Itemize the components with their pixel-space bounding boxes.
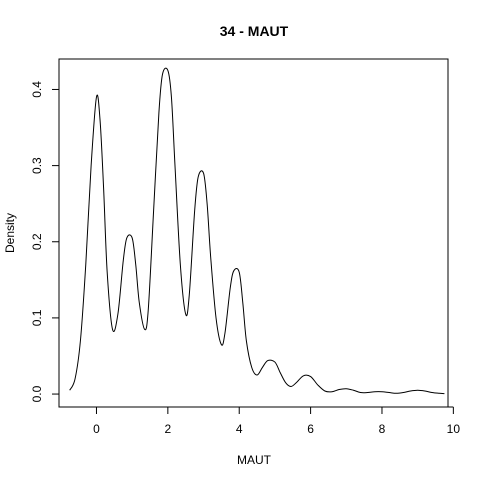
x-tick-label: 10 — [447, 422, 461, 436]
y-tick-label: 0.4 — [30, 81, 44, 98]
x-axis-label: MAUT — [237, 453, 272, 467]
x-tick-label: 8 — [379, 422, 386, 436]
y-tick-label: 0.2 — [30, 233, 44, 250]
plot-frame — [58, 58, 449, 408]
chart-title: 34 - MAUT — [220, 23, 289, 39]
y-tick-label: 0.0 — [30, 385, 44, 402]
x-tick-label: 4 — [236, 422, 243, 436]
x-tick-label: 0 — [93, 422, 100, 436]
x-axis: 0 2 4 6 8 10 — [93, 406, 461, 436]
y-tick-label: 0.3 — [30, 157, 44, 174]
x-tick-label: 2 — [165, 422, 172, 436]
density-curve — [69, 67, 445, 395]
y-axis-label: Density — [3, 213, 17, 253]
y-tick-label: 0.1 — [30, 309, 44, 326]
x-tick-label: 6 — [307, 422, 314, 436]
y-axis: 0.0 0.1 0.2 0.3 0.4 — [30, 81, 60, 402]
